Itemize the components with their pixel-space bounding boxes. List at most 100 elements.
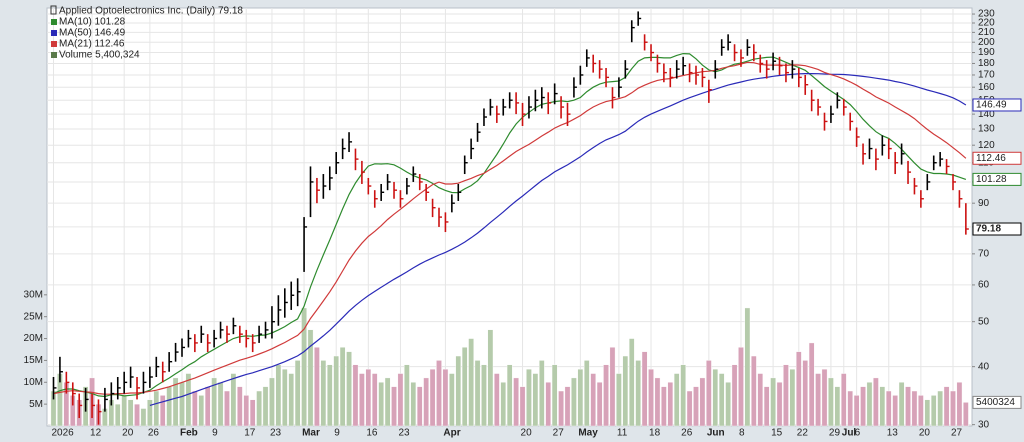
legend-swatch (51, 30, 57, 36)
volume-bar (943, 386, 950, 427)
volume-bar (494, 373, 500, 427)
volume-bar (384, 377, 391, 427)
ma-end-label-box (972, 172, 1022, 186)
volume-bar (282, 368, 288, 427)
volume-bar (725, 382, 731, 427)
x-tick-label: Feb (180, 428, 198, 439)
volume-bar (275, 364, 282, 427)
volume-bar (307, 329, 314, 427)
volume-bar (757, 373, 764, 427)
volume-bar (609, 347, 616, 427)
x-tick-label: 16 (366, 428, 378, 439)
ma-line (53, 52, 967, 398)
volume-bar (821, 368, 828, 427)
volume-bar (603, 364, 609, 427)
volume-bar (937, 390, 943, 427)
volume-bar (481, 364, 487, 427)
volume-bar (487, 329, 494, 427)
volume-bar (596, 382, 603, 427)
x-tick-label: 23 (270, 428, 282, 439)
y-tick-label: 180 (978, 58, 995, 69)
volume-bar (654, 377, 661, 427)
y-tick-label: 190 (978, 47, 995, 58)
x-tick-label: 8 (739, 428, 745, 439)
volume-bar (436, 360, 442, 427)
volume-bar (506, 364, 513, 427)
volume-bar (815, 373, 821, 427)
ma-end-label-box (972, 151, 1022, 165)
volume-bar (346, 351, 352, 427)
volume-bar (474, 360, 481, 427)
volume-bar (866, 382, 873, 427)
y2-tick-label: 5M (29, 399, 43, 410)
volume-bar (892, 395, 898, 427)
y2-tick-label: 10M (24, 377, 43, 388)
volume-bar (564, 386, 571, 427)
x-tick-label: Jun (707, 428, 725, 439)
volume-bar (738, 347, 744, 427)
volume-bar (577, 368, 584, 427)
x-tick-label: Jul (842, 428, 857, 439)
volume-bar (699, 377, 706, 427)
volume-bar (249, 399, 256, 427)
legend-entry: MA(21) 112.46 (59, 39, 125, 50)
ma-end-label-box (972, 98, 1022, 112)
volume-bar (718, 373, 725, 427)
volume-bar (468, 338, 474, 427)
volume-bar (243, 395, 250, 427)
x-tick-label: 11 (617, 428, 628, 439)
volume-bar (770, 377, 776, 427)
volume-bar (237, 386, 243, 427)
volume-bar (294, 360, 301, 427)
y2-tick-label: 20M (24, 333, 43, 344)
volume-bar (185, 373, 192, 427)
y-tick-label: 60 (978, 280, 990, 291)
y2-tick-label: 30M (24, 289, 43, 300)
volume-bar (217, 382, 224, 427)
volume-bar (828, 377, 834, 427)
volume-bar (590, 373, 596, 427)
volume-bar (172, 377, 179, 427)
x-tick-label: Mar (302, 428, 320, 439)
volume-bar (224, 390, 230, 427)
volume-bar (269, 377, 275, 427)
legend-swatch (51, 19, 57, 25)
volume-bar (898, 382, 905, 427)
volume-bar (776, 382, 783, 427)
y-tick-label: 210 (978, 27, 995, 38)
volume-bar (558, 390, 564, 427)
volume-bar (519, 386, 526, 427)
x-tick-label: 20 (122, 428, 134, 439)
ma-end-label: 146.49 (976, 100, 1007, 111)
volume-bar (956, 382, 963, 427)
volume-bar (648, 368, 654, 427)
volume-bar (918, 395, 924, 427)
volume-bar (680, 364, 686, 427)
volume-bar (673, 373, 680, 427)
volume-bar (545, 382, 552, 427)
x-tick-label: 18 (649, 428, 661, 439)
volume-bar (352, 364, 359, 427)
x-tick-label: 27 (553, 428, 565, 439)
volume-bar (179, 382, 185, 427)
volume-bar (834, 386, 841, 427)
y-tick-label: 70 (978, 248, 990, 259)
ma-end-label: 101.28 (976, 174, 1007, 185)
x-tick-label: 26 (148, 428, 160, 439)
volume-bar (532, 373, 539, 427)
y-tick-label: 230 (978, 9, 995, 20)
volume-bar (526, 368, 532, 427)
volume-bar (744, 307, 751, 427)
x-tick-label: 13 (887, 428, 899, 439)
volume-bar (628, 338, 635, 427)
volume-bar (262, 386, 269, 427)
y-tick-label: 170 (978, 70, 995, 81)
y-tick-label: 140 (978, 109, 995, 120)
volume-bar (885, 390, 892, 427)
volume-bar (712, 368, 719, 427)
x-tick-label: 12 (90, 428, 102, 439)
volume-bar (121, 395, 127, 427)
x-tick-label: May (578, 428, 598, 439)
volume-bar (211, 377, 217, 427)
